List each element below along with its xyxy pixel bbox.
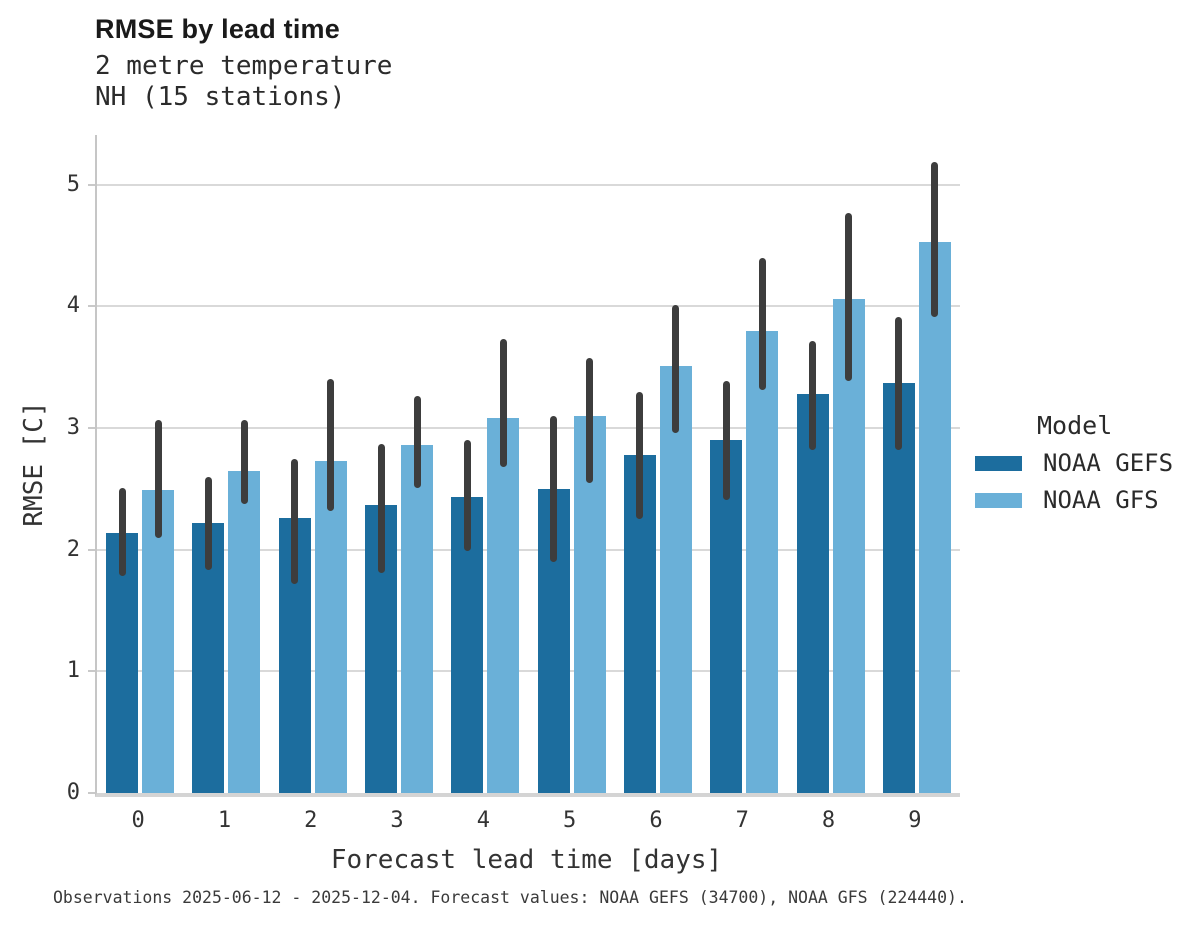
x-tick-label: 4 xyxy=(476,808,490,833)
plot-area xyxy=(95,135,960,797)
bar-noaa-gfs-lead-2 xyxy=(314,460,347,793)
error-bar-noaa-gfs-lead-1 xyxy=(240,419,248,504)
y-tick-mark xyxy=(88,670,95,673)
x-tick-label: 3 xyxy=(390,808,404,833)
error-bar-noaa-gefs-lead-2 xyxy=(291,458,299,584)
footnote: Observations 2025-06-12 - 2025-12-04. Fo… xyxy=(53,888,967,907)
bar-noaa-gefs-lead-0 xyxy=(106,532,139,793)
error-bar-noaa-gefs-lead-3 xyxy=(377,443,385,573)
legend-title: Model xyxy=(1037,411,1113,440)
legend-swatch-noaa-gefs xyxy=(975,455,1022,471)
gridline xyxy=(97,427,960,430)
error-bar-noaa-gefs-lead-5 xyxy=(550,415,558,562)
x-tick-label: 7 xyxy=(735,808,749,833)
error-bar-noaa-gfs-lead-5 xyxy=(586,357,594,483)
chart-subtitle-line1: 2 metre temperature xyxy=(95,51,393,81)
bar-noaa-gfs-lead-8 xyxy=(832,299,865,793)
gridline xyxy=(97,305,960,308)
bar-noaa-gfs-lead-1 xyxy=(228,470,261,793)
y-tick-label: 4 xyxy=(66,293,80,319)
legend-item-noaa-gfs: NOAA GFS xyxy=(975,488,1195,512)
y-tick-label: 1 xyxy=(66,658,80,684)
x-axis-title: Forecast lead time [days] xyxy=(330,845,723,875)
error-bar-noaa-gfs-lead-9 xyxy=(931,161,939,318)
y-tick-mark xyxy=(88,548,95,551)
bar-noaa-gfs-lead-7 xyxy=(746,330,779,793)
error-bar-noaa-gfs-lead-7 xyxy=(758,257,766,391)
error-bar-noaa-gefs-lead-8 xyxy=(809,340,817,450)
y-tick-label: 2 xyxy=(66,536,80,562)
error-bar-noaa-gefs-lead-4 xyxy=(463,440,471,551)
bar-noaa-gfs-lead-0 xyxy=(142,490,175,793)
legend: Model NOAA GEFS NOAA GFS xyxy=(975,412,1195,512)
error-bar-noaa-gfs-lead-2 xyxy=(327,379,335,511)
error-bar-noaa-gefs-lead-1 xyxy=(204,476,212,571)
x-tick-label: 2 xyxy=(304,808,318,833)
error-bar-noaa-gefs-lead-7 xyxy=(722,380,730,500)
y-tick-label: 3 xyxy=(66,415,80,441)
bar-noaa-gfs-lead-6 xyxy=(659,366,692,793)
y-tick-label: 5 xyxy=(66,171,80,197)
bar-noaa-gfs-lead-3 xyxy=(401,445,434,793)
y-tick-mark xyxy=(88,792,95,794)
chart-title: RMSE by lead time xyxy=(95,14,340,44)
x-tick-label: 1 xyxy=(217,808,232,833)
y-tick-label: 0 xyxy=(66,780,80,805)
legend-label-noaa-gefs: NOAA GEFS xyxy=(1043,449,1174,477)
error-bar-noaa-gfs-lead-0 xyxy=(154,419,162,538)
bar-noaa-gefs-lead-9 xyxy=(882,383,915,793)
gridline xyxy=(97,670,960,673)
x-tick-label: 0 xyxy=(131,808,145,833)
y-tick-mark xyxy=(88,183,95,186)
y-tick-mark xyxy=(88,427,95,430)
error-bar-noaa-gefs-lead-6 xyxy=(636,391,644,520)
chart-subtitle-line2: NH (15 stations) xyxy=(95,82,346,112)
error-bar-noaa-gfs-lead-3 xyxy=(413,396,421,488)
error-bar-noaa-gefs-lead-9 xyxy=(895,317,903,450)
gridline xyxy=(97,548,960,551)
bar-noaa-gfs-lead-4 xyxy=(487,418,520,793)
legend-item-noaa-gefs: NOAA GEFS xyxy=(975,451,1195,475)
error-bar-noaa-gfs-lead-8 xyxy=(845,212,853,381)
bar-noaa-gfs-lead-9 xyxy=(918,242,951,793)
legend-swatch-noaa-gfs xyxy=(975,492,1022,508)
legend-label-noaa-gfs: NOAA GFS xyxy=(1043,486,1159,514)
y-tick-mark xyxy=(88,305,95,308)
x-tick-label: 5 xyxy=(563,808,577,833)
error-bar-noaa-gefs-lead-0 xyxy=(118,487,126,577)
x-tick-label: 6 xyxy=(649,808,663,833)
x-tick-label: 8 xyxy=(821,808,836,833)
error-bar-noaa-gfs-lead-6 xyxy=(672,305,680,433)
x-tick-label: 9 xyxy=(908,808,922,833)
error-bar-noaa-gfs-lead-4 xyxy=(499,339,507,468)
gridline xyxy=(97,183,960,186)
bar-noaa-gefs-lead-8 xyxy=(796,394,829,793)
